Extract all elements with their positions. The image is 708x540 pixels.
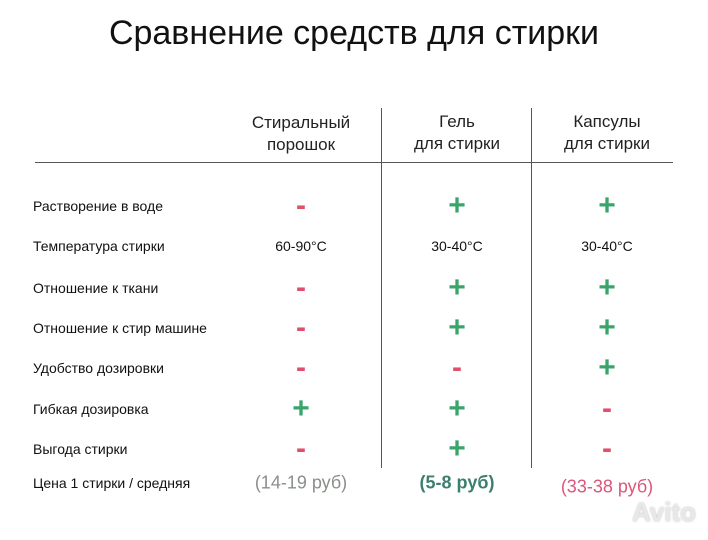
table-cell: + xyxy=(598,351,616,384)
table-cell: + xyxy=(598,189,616,222)
table-cell: - xyxy=(296,311,306,344)
table-cell: + xyxy=(448,392,466,425)
price-cell: (14-19 руб) xyxy=(254,472,348,493)
title: Сравнение средств для стирки xyxy=(108,14,600,52)
watermark: Avito xyxy=(631,497,696,527)
table-cell: + xyxy=(448,189,466,222)
price-cell: (33-38 руб) xyxy=(560,476,654,497)
table-cell: + xyxy=(598,311,616,344)
column-header: для стирки xyxy=(414,134,500,153)
table-cell: 60-90°C xyxy=(275,238,327,254)
column-header: Стиральный xyxy=(251,113,351,132)
table-cell: + xyxy=(448,432,466,465)
column-header: для стирки xyxy=(564,134,650,153)
column-header: порошок xyxy=(266,135,336,154)
table-cell: - xyxy=(296,432,306,465)
row-label: Гибкая дозировка xyxy=(33,401,149,417)
row-label: Отношение к стир машине xyxy=(33,320,207,336)
row-label: Растворение в воде xyxy=(33,198,163,214)
row-label: Отношение к ткани xyxy=(33,280,159,296)
row-label: Удобство дозировки xyxy=(33,360,164,376)
table-cell: + xyxy=(598,271,616,304)
table-cell: - xyxy=(452,351,462,384)
table-cell: - xyxy=(296,189,306,222)
table-cell: 30-40°C xyxy=(431,238,483,254)
column-header: Гель xyxy=(439,112,475,131)
table-cell: 30-40°C xyxy=(581,238,633,254)
table-cell: + xyxy=(448,271,466,304)
table-cell: + xyxy=(448,311,466,344)
table-cell: - xyxy=(296,351,306,384)
column-divider xyxy=(381,108,382,468)
row-label: Выгода стирки xyxy=(33,441,128,457)
row-label: Цена 1 стирки / средняя xyxy=(33,475,191,491)
row-label: Температура стирки xyxy=(33,238,165,254)
table-cell: + xyxy=(292,392,310,425)
table-cell: - xyxy=(602,432,612,465)
table-cell: - xyxy=(602,392,612,425)
column-divider xyxy=(531,108,532,468)
price-cell: (5-8 руб) xyxy=(419,472,495,493)
header-rule xyxy=(35,162,673,163)
table-cell: - xyxy=(296,271,306,304)
column-header: Капсулы xyxy=(573,112,641,131)
